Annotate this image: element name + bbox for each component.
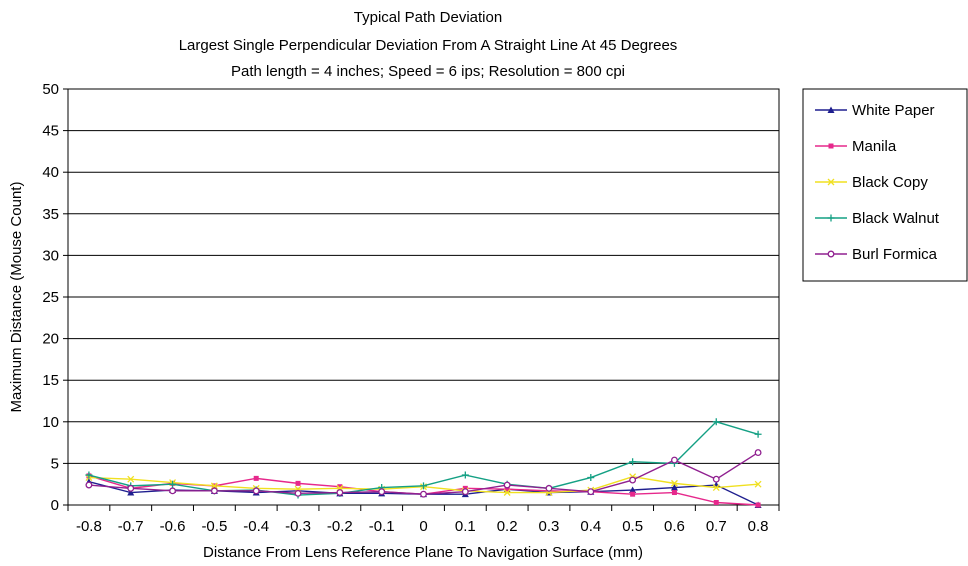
legend-marker [827,178,835,186]
series-burl-formica [85,449,762,498]
x-tick-label: -0.8 [76,518,102,535]
data-point [712,484,720,491]
x-axis-ticks: -0.8 -0.7 -0.6 -0.5 -0.4 -0.3 -0.2 -0.1 0 0.1 0.2 0… [67,505,780,535]
data-point [210,487,218,495]
x-axis-title: Distance From Lens Reference Plane To Na… [203,544,643,561]
data-point [629,476,637,484]
series-group [85,418,762,508]
data-point [545,484,553,492]
legend-label: Black Copy [852,174,928,191]
data-point [461,488,469,496]
data-point [252,487,260,495]
x-tick-label: -0.1 [369,518,395,535]
x-tick-label: 0.7 [706,518,727,535]
legend-label: Black Walnut [852,210,940,227]
y-tick-label: 10 [42,414,59,431]
data-point [671,490,677,496]
data-point [630,491,636,497]
y-tick-label: 15 [42,372,59,389]
data-point [754,430,762,438]
x-tick-label: 0.2 [497,518,518,535]
legend-entry-black-copy: Black Copy [815,174,928,191]
y-tick-label: 20 [42,331,59,348]
y-tick-label: 45 [42,123,59,140]
data-point [420,482,427,490]
data-point [755,502,761,508]
legend-entry-burl-formica: Burl Formica [815,246,938,263]
legend-marker [827,214,835,222]
legend-marker [827,250,835,258]
x-tick-label: -0.7 [118,518,144,535]
data-point [336,489,344,496]
x-tick-label: -0.2 [327,518,353,535]
y-tick-label: 50 [42,81,59,98]
x-tick-label: -0.6 [160,518,186,535]
data-point [127,489,135,496]
x-tick-label: -0.5 [201,518,227,535]
data-point [461,471,469,479]
y-tick-label: 30 [42,247,59,264]
data-point [587,474,595,482]
legend-entry-manila: Manila [815,138,897,155]
data-point [629,486,637,494]
legend-marker [827,106,835,113]
legend-label: Manila [852,138,897,155]
x-tick-label: 0.5 [622,518,643,535]
chart-title-line-1: Typical Path Deviation [354,9,502,26]
data-point [503,481,511,489]
data-point [85,471,93,479]
y-tick-label: 40 [42,164,59,181]
legend-entry-white-paper: White Paper [815,102,935,119]
x-tick-label: 0.1 [455,518,476,535]
x-tick-label: -0.4 [243,518,269,535]
data-point [85,481,93,489]
y-tick-label: 35 [42,206,59,223]
data-point [670,484,678,491]
chart-title-line-2: Largest Single Perpendicular Deviation F… [179,37,678,54]
y-axis-ticks: 0 5 10 15 20 25 30 35 40 45 50 [42,81,68,514]
legend-entry-black-walnut: Black Walnut [815,210,940,227]
data-point [629,458,637,466]
legend-box [802,88,968,282]
data-point [294,489,302,497]
data-point [754,449,762,457]
data-point [169,480,177,488]
legend-marker [828,143,834,149]
data-point [670,479,678,487]
data-point [210,482,218,490]
legend-label: White Paper [852,102,935,119]
data-point [169,487,177,495]
data-point [754,480,762,488]
y-tick-label: 25 [42,289,59,306]
y-tick-label: 0 [51,497,59,514]
data-point [420,490,427,498]
data-point [713,500,719,506]
x-tick-label: 0.6 [664,518,685,535]
data-point [712,418,720,426]
y-tick-label: 5 [51,455,59,472]
x-tick-label: 0 [419,518,427,535]
data-point [378,488,386,496]
chart-title: Typical Path Deviation Largest Single Pe… [179,9,678,80]
x-tick-label: 0.4 [580,518,601,535]
legend: White Paper Manila Black Copy Black Walnut B… [802,88,968,282]
data-point [503,489,511,496]
data-point [712,475,720,483]
data-point [670,456,678,464]
data-point [504,486,510,492]
x-tick-label: -0.3 [285,518,311,535]
x-tick-label: 0.8 [748,518,769,535]
data-point [127,484,135,492]
y-axis-title: Maximum Distance (Mouse Count) [8,182,25,413]
legend-label: Burl Formica [852,246,938,263]
chart-title-line-3: Path length = 4 inches; Speed = 6 ips; R… [231,63,625,80]
data-point [587,488,595,496]
data-point [295,480,301,486]
data-point [253,475,259,481]
x-tick-label: 0.3 [539,518,560,535]
data-point [127,475,135,483]
data-point [337,484,343,490]
